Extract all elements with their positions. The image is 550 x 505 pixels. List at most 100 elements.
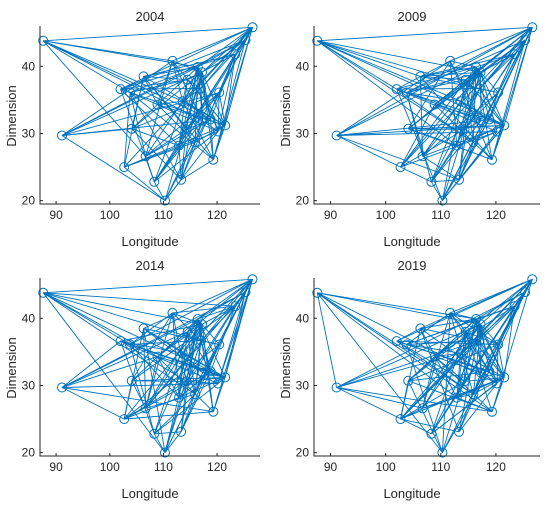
edge xyxy=(172,305,236,314)
data-point xyxy=(220,372,231,383)
edge xyxy=(449,312,505,378)
y-axis-label: Dimension xyxy=(278,337,293,398)
edge xyxy=(180,371,212,432)
data-point xyxy=(391,84,402,95)
edge xyxy=(153,66,199,182)
data-point xyxy=(197,367,208,378)
y-tick-label: 20 xyxy=(22,446,36,460)
edge xyxy=(317,40,461,102)
edge xyxy=(187,318,199,332)
y-tick-label: 30 xyxy=(22,378,36,392)
edge xyxy=(164,120,204,201)
edge xyxy=(197,278,253,320)
edge xyxy=(317,292,477,320)
edge xyxy=(212,377,226,412)
edges xyxy=(317,26,533,201)
edge xyxy=(42,40,203,122)
edge xyxy=(396,88,498,132)
edge xyxy=(153,433,166,453)
edge xyxy=(491,377,505,412)
data-point xyxy=(474,335,485,346)
data-point xyxy=(174,140,184,151)
edge xyxy=(201,305,236,325)
edge xyxy=(157,60,173,105)
edge xyxy=(153,181,166,201)
edge xyxy=(145,119,211,157)
edge xyxy=(157,278,253,357)
edge xyxy=(420,328,458,398)
edges xyxy=(42,26,253,201)
edge xyxy=(336,26,533,136)
data-point xyxy=(401,87,412,98)
edge xyxy=(131,312,173,382)
data-point xyxy=(213,126,224,137)
edge xyxy=(197,39,246,68)
data-point xyxy=(214,339,225,350)
edge xyxy=(317,40,397,90)
edge xyxy=(145,279,253,409)
edge xyxy=(164,141,196,201)
edge xyxy=(182,353,196,395)
panel-2009: 2009 90 100 110 120 20 30 40 Longitude Dimensi… xyxy=(278,9,540,249)
edge xyxy=(400,291,526,420)
data-point xyxy=(403,123,414,134)
edge xyxy=(120,79,188,90)
edge xyxy=(336,291,526,388)
edge xyxy=(316,292,443,453)
y-axis-label: Dimension xyxy=(4,85,19,146)
edge xyxy=(336,387,432,435)
data-point xyxy=(445,55,456,66)
edge xyxy=(157,104,196,143)
data-point xyxy=(160,447,170,458)
nodes xyxy=(312,274,538,458)
data-point xyxy=(126,375,137,386)
data-point xyxy=(417,403,428,414)
edge xyxy=(475,291,526,320)
data-point xyxy=(190,137,201,148)
edge xyxy=(450,26,533,62)
edge xyxy=(450,278,533,314)
edge xyxy=(143,278,253,329)
edge xyxy=(317,292,493,413)
edge xyxy=(42,40,131,93)
data-point xyxy=(437,447,448,458)
edge xyxy=(153,120,203,183)
edge xyxy=(480,324,505,378)
edge xyxy=(197,291,246,320)
edge xyxy=(218,92,226,126)
edge xyxy=(182,100,214,160)
edge xyxy=(465,79,505,126)
edge xyxy=(42,292,158,357)
edge xyxy=(129,344,180,398)
data-point xyxy=(115,84,126,95)
data-point xyxy=(197,115,208,126)
chart-title: 2014 xyxy=(136,258,165,273)
x-tick-label: 100 xyxy=(376,460,396,474)
edge xyxy=(42,40,147,157)
edge xyxy=(143,328,226,378)
edge xyxy=(164,344,220,453)
data-point xyxy=(493,87,504,98)
x-tick-label: 120 xyxy=(207,208,227,222)
edge xyxy=(317,292,474,395)
edge xyxy=(182,100,226,126)
edge xyxy=(143,328,166,453)
data-point xyxy=(181,376,192,387)
edge xyxy=(120,88,226,126)
data-point xyxy=(240,287,251,298)
data-point xyxy=(176,426,187,437)
edge xyxy=(124,131,219,168)
data-point xyxy=(487,154,497,165)
data-point xyxy=(499,120,510,131)
data-point xyxy=(395,162,406,173)
data-point xyxy=(119,414,130,425)
edge xyxy=(336,66,477,136)
edge xyxy=(400,131,498,168)
data-point xyxy=(417,151,428,162)
edge xyxy=(200,72,203,89)
data-point xyxy=(197,319,207,330)
data-point xyxy=(520,35,531,46)
data-point xyxy=(445,307,456,318)
edge xyxy=(123,381,187,420)
data-point xyxy=(415,323,426,334)
